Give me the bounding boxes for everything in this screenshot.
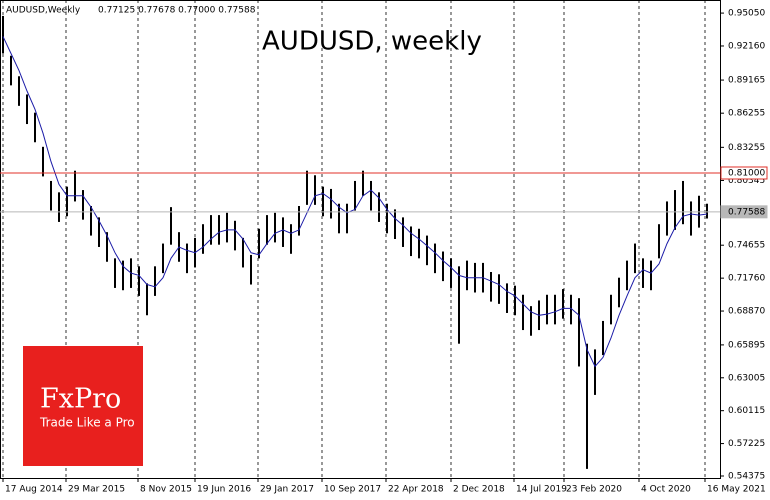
y-tick-label: 0.92160 <box>728 41 765 51</box>
logo-brand: FxPro <box>40 384 121 415</box>
y-tick-label: 0.95050 <box>728 9 765 19</box>
x-tick-label: 17 Aug 2014 <box>5 485 63 495</box>
x-tick-label: 22 Apr 2018 <box>388 485 444 495</box>
level-label: 0.77588 <box>728 207 765 217</box>
logo-slogan: Trade Like a Pro <box>39 416 135 430</box>
y-tick-label: 0.63005 <box>728 373 765 383</box>
level-label-box <box>720 166 768 180</box>
y-tick-label: 0.74655 <box>728 241 765 251</box>
y-tick-label: 0.57225 <box>728 439 765 449</box>
y-tick-label: 0.86255 <box>728 109 765 119</box>
x-tick-label: 23 Feb 2020 <box>566 485 622 495</box>
x-tick-label: 16 May 2021 <box>707 485 766 495</box>
y-tick-label: 0.80345 <box>728 176 765 186</box>
level-label: 0.81000 <box>728 168 765 178</box>
x-tick-label: 29 Mar 2015 <box>68 485 125 495</box>
x-tick-label: 2 Dec 2018 <box>453 485 505 495</box>
x-tick-label: 8 Nov 2015 <box>140 485 192 495</box>
y-tick-label: 0.68870 <box>728 307 765 317</box>
y-tick-label: 0.83255 <box>728 143 765 153</box>
plot-frame <box>0 0 721 479</box>
logo-box <box>23 346 143 466</box>
moving-average <box>2 36 708 368</box>
y-tick-label: 0.60115 <box>728 406 765 416</box>
x-tick-label: 10 Sep 2017 <box>324 485 381 495</box>
x-tick-label: 19 Jun 2016 <box>197 485 251 495</box>
header-symbol: AUDUSD,Weekly <box>6 6 81 16</box>
x-tick-label: 29 Jan 2017 <box>260 485 314 495</box>
y-tick-label: 0.65895 <box>728 340 765 350</box>
header-quote: 0.77125 0.77678 0.77000 0.77588 <box>98 6 256 16</box>
level-label-box <box>720 205 768 219</box>
x-tick-label: 4 Oct 2020 <box>641 485 691 495</box>
chart-title: AUDUSD, weekly <box>262 27 482 57</box>
y-tick-label: 0.54375 <box>728 472 765 482</box>
x-tick-label: 14 Jul 2019 <box>516 485 567 495</box>
y-tick-label: 0.89165 <box>728 76 765 86</box>
y-tick-label: 0.71760 <box>728 274 765 284</box>
